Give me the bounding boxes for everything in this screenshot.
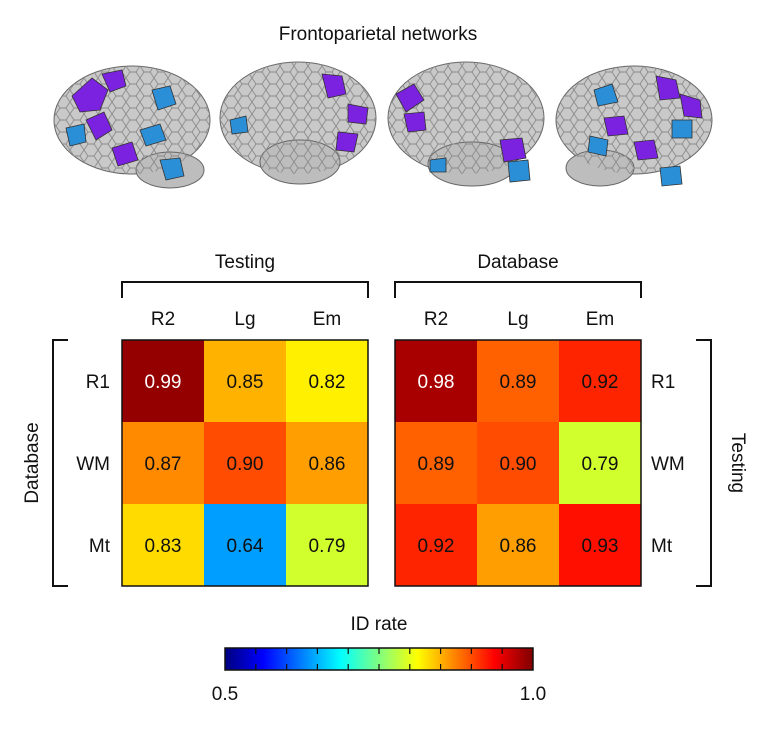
cell-value-label: 0.82 <box>309 372 346 393</box>
heatmap-cell <box>286 340 368 422</box>
column-group-label: Testing <box>215 252 275 273</box>
cell-value-label: 0.87 <box>145 454 182 475</box>
brain-right-medial <box>387 61 545 187</box>
column-group-bracket <box>121 281 369 298</box>
figure-title: Frontoparietal networks <box>279 24 478 45</box>
heatmap-cell <box>559 422 641 504</box>
row-label: Mt <box>651 536 673 557</box>
row-label: WM <box>651 454 685 475</box>
heatmap-cell <box>122 504 204 586</box>
cell-value-label: 0.90 <box>227 454 264 475</box>
heatmaps: Testing R2 Lg Em 0.99 0.85 0.82 0.87 0.90 0.86 0.8… <box>22 252 748 587</box>
colorbar: ID rate 0.5 1.0 <box>212 614 546 705</box>
cell-value-label: 0.98 <box>418 372 455 393</box>
cell-value-label: 0.90 <box>500 454 537 475</box>
cell-value-label: 0.99 <box>145 372 182 393</box>
row-label: R1 <box>651 372 675 393</box>
heatmap-cell <box>395 422 477 504</box>
cell-value-label: 0.86 <box>309 454 346 475</box>
heatmap-cell <box>286 422 368 504</box>
colorbar-label: ID rate <box>350 614 407 635</box>
row-group-bracket <box>696 339 712 587</box>
brain-right-lateral <box>555 65 713 187</box>
heatmap-cell <box>559 340 641 422</box>
cell-value-label: 0.92 <box>418 536 455 557</box>
cell-value-label: 0.93 <box>582 536 619 557</box>
brain-left-medial <box>219 61 377 185</box>
heatmap-cell <box>122 422 204 504</box>
column-group-bracket <box>394 281 642 298</box>
row-label: R1 <box>86 372 110 393</box>
colorbar-min-label: 0.5 <box>212 684 238 705</box>
row-group-label: Database <box>22 422 43 503</box>
heatmap-border <box>394 339 642 587</box>
heatmap-cell <box>122 340 204 422</box>
heatmap-cell <box>477 340 559 422</box>
column-group-label: Database <box>477 252 558 273</box>
colorbar-max-label: 1.0 <box>520 684 546 705</box>
heatmap-cell <box>286 504 368 586</box>
heatmap-cell <box>395 340 477 422</box>
row-label: Mt <box>89 536 111 557</box>
heatmap-cell <box>204 422 286 504</box>
cell-value-label: 0.64 <box>227 536 264 557</box>
cell-value-label: 0.86 <box>500 536 537 557</box>
column-label: Lg <box>234 309 255 330</box>
cell-value-label: 0.92 <box>582 372 619 393</box>
heatmap-right: Database R2 Lg Em 0.98 0.89 0.92 0.89 0.90 0.79 0.… <box>394 252 748 587</box>
cell-value-label: 0.89 <box>500 372 537 393</box>
row-label: WM <box>76 454 110 475</box>
column-label: R2 <box>151 309 175 330</box>
heatmap-cell <box>204 504 286 586</box>
column-label: Em <box>313 309 342 330</box>
cell-value-label: 0.83 <box>145 536 182 557</box>
row-group-bracket <box>52 339 68 587</box>
heatmap-cell <box>204 340 286 422</box>
brain-left-lateral <box>53 65 211 189</box>
heatmap-cell <box>477 504 559 586</box>
cell-value-label: 0.85 <box>227 372 264 393</box>
row-group-label: Testing <box>727 433 748 493</box>
column-label: Lg <box>507 309 528 330</box>
heatmap-cell <box>477 422 559 504</box>
column-label: Em <box>586 309 615 330</box>
heatmap-left: Testing R2 Lg Em 0.99 0.85 0.82 0.87 0.90 0.86 0.8… <box>22 252 369 587</box>
heatmap-border <box>121 339 369 587</box>
cell-value-label: 0.79 <box>309 536 346 557</box>
heatmap-cell <box>559 504 641 586</box>
heatmap-cell <box>395 504 477 586</box>
cell-value-label: 0.89 <box>418 454 455 475</box>
cell-value-label: 0.79 <box>582 454 619 475</box>
column-label: R2 <box>424 309 448 330</box>
